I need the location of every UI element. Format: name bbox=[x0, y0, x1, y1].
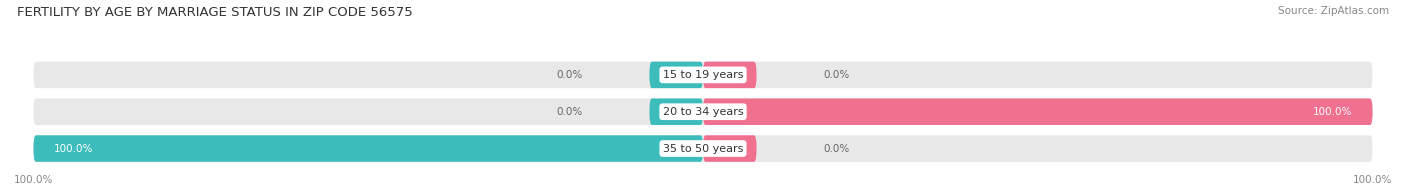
FancyBboxPatch shape bbox=[703, 135, 756, 162]
FancyBboxPatch shape bbox=[703, 98, 1372, 125]
Text: 20 to 34 years: 20 to 34 years bbox=[662, 107, 744, 117]
FancyBboxPatch shape bbox=[703, 62, 756, 88]
Text: 0.0%: 0.0% bbox=[557, 107, 582, 117]
Text: 0.0%: 0.0% bbox=[824, 143, 849, 153]
Text: 35 to 50 years: 35 to 50 years bbox=[662, 143, 744, 153]
FancyBboxPatch shape bbox=[34, 98, 1372, 125]
Text: Source: ZipAtlas.com: Source: ZipAtlas.com bbox=[1278, 6, 1389, 16]
Text: FERTILITY BY AGE BY MARRIAGE STATUS IN ZIP CODE 56575: FERTILITY BY AGE BY MARRIAGE STATUS IN Z… bbox=[17, 6, 412, 19]
FancyBboxPatch shape bbox=[650, 98, 703, 125]
Text: 15 to 19 years: 15 to 19 years bbox=[662, 70, 744, 80]
Text: 0.0%: 0.0% bbox=[557, 70, 582, 80]
FancyBboxPatch shape bbox=[34, 62, 1372, 88]
FancyBboxPatch shape bbox=[650, 62, 703, 88]
Text: 100.0%: 100.0% bbox=[53, 143, 93, 153]
Text: 100.0%: 100.0% bbox=[1313, 107, 1353, 117]
FancyBboxPatch shape bbox=[34, 135, 703, 162]
Text: 0.0%: 0.0% bbox=[824, 70, 849, 80]
FancyBboxPatch shape bbox=[34, 135, 1372, 162]
